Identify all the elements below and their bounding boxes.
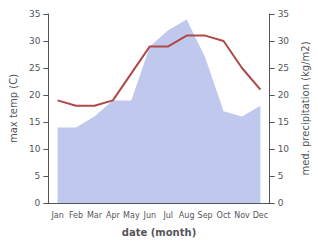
svg-text:15: 15	[278, 117, 289, 127]
svg-text:35: 35	[278, 9, 289, 19]
svg-text:Feb: Feb	[69, 211, 83, 220]
svg-text:35: 35	[29, 9, 40, 19]
svg-text:30: 30	[278, 36, 290, 46]
svg-text:date (month): date (month)	[122, 227, 196, 238]
svg-text:Aug: Aug	[179, 211, 195, 220]
svg-text:Dec: Dec	[253, 211, 268, 220]
svg-text:Sep: Sep	[198, 211, 213, 220]
svg-text:Apr: Apr	[106, 211, 121, 220]
svg-text:5: 5	[35, 171, 41, 181]
svg-text:20: 20	[29, 90, 41, 100]
svg-text:May: May	[123, 211, 140, 220]
svg-text:max temp (C): max temp (C)	[8, 74, 19, 143]
svg-text:0: 0	[35, 198, 41, 208]
svg-text:25: 25	[29, 63, 40, 73]
svg-text:Oct: Oct	[217, 211, 231, 220]
svg-text:20: 20	[278, 90, 290, 100]
svg-text:Jul: Jul	[162, 211, 173, 220]
svg-text:5: 5	[278, 171, 284, 181]
svg-text:med. precipitation (kg/m2): med. precipitation (kg/m2)	[300, 41, 311, 175]
svg-text:0: 0	[278, 198, 284, 208]
svg-text:15: 15	[29, 117, 40, 127]
svg-text:10: 10	[29, 144, 41, 154]
svg-text:25: 25	[278, 63, 289, 73]
svg-text:10: 10	[278, 144, 290, 154]
svg-text:Jan: Jan	[50, 211, 63, 220]
svg-text:Nov: Nov	[234, 211, 250, 220]
svg-text:Mar: Mar	[87, 211, 103, 220]
svg-text:Jun: Jun	[143, 211, 157, 220]
svg-text:30: 30	[29, 36, 41, 46]
